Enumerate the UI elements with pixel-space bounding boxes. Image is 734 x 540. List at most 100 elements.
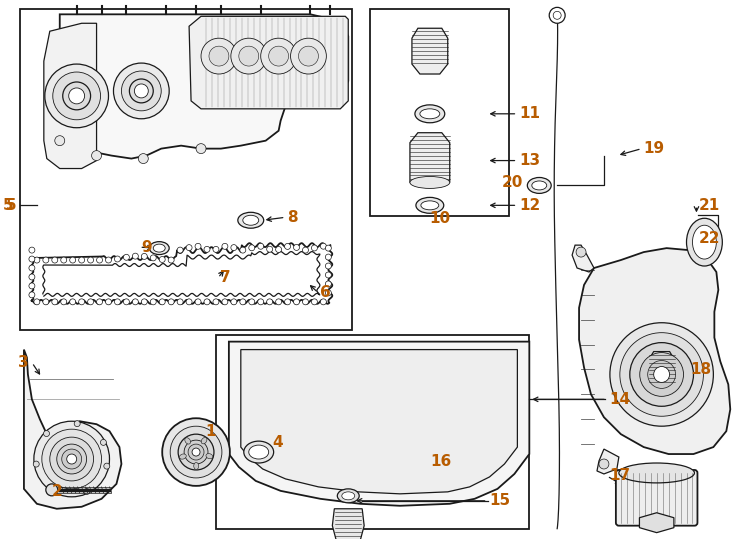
Text: 16: 16 <box>430 454 451 469</box>
Bar <box>370 9 509 217</box>
Circle shape <box>195 244 201 249</box>
Circle shape <box>132 253 138 259</box>
Ellipse shape <box>619 463 694 483</box>
Circle shape <box>321 299 327 305</box>
Circle shape <box>168 257 174 263</box>
Circle shape <box>46 484 58 496</box>
Circle shape <box>261 38 297 74</box>
Ellipse shape <box>416 198 444 213</box>
Circle shape <box>325 290 331 296</box>
Circle shape <box>87 299 93 305</box>
Circle shape <box>134 84 148 98</box>
Circle shape <box>97 257 103 263</box>
Polygon shape <box>50 15 348 159</box>
Circle shape <box>213 246 219 252</box>
Text: 5: 5 <box>2 198 13 213</box>
Text: 22: 22 <box>699 231 720 246</box>
Circle shape <box>647 361 675 388</box>
Text: 11: 11 <box>520 106 540 122</box>
Circle shape <box>276 247 282 253</box>
Text: 7: 7 <box>220 271 230 286</box>
Ellipse shape <box>527 178 551 193</box>
Text: 5: 5 <box>5 198 16 213</box>
Circle shape <box>201 38 237 74</box>
Circle shape <box>74 421 80 427</box>
Circle shape <box>29 292 35 298</box>
Circle shape <box>619 333 703 416</box>
Circle shape <box>168 299 174 305</box>
FancyBboxPatch shape <box>616 470 697 525</box>
Circle shape <box>266 299 272 305</box>
Circle shape <box>654 367 669 382</box>
Circle shape <box>231 245 237 251</box>
Ellipse shape <box>415 105 445 123</box>
Ellipse shape <box>692 225 716 259</box>
Circle shape <box>576 247 586 257</box>
Ellipse shape <box>238 212 264 228</box>
Text: 6: 6 <box>321 285 331 300</box>
Circle shape <box>67 454 76 464</box>
Circle shape <box>43 299 48 305</box>
Ellipse shape <box>206 454 213 459</box>
Circle shape <box>51 488 58 494</box>
Circle shape <box>249 299 255 305</box>
Circle shape <box>69 88 84 104</box>
Circle shape <box>62 449 81 469</box>
Ellipse shape <box>201 437 207 444</box>
Circle shape <box>285 299 291 305</box>
Circle shape <box>34 421 109 497</box>
Ellipse shape <box>342 492 355 500</box>
Circle shape <box>142 253 148 259</box>
Circle shape <box>33 461 39 467</box>
Circle shape <box>79 257 84 263</box>
Circle shape <box>106 257 112 263</box>
Circle shape <box>192 448 200 456</box>
Ellipse shape <box>338 489 359 503</box>
Circle shape <box>302 247 308 253</box>
Circle shape <box>321 243 327 249</box>
Ellipse shape <box>420 109 440 119</box>
Circle shape <box>291 38 327 74</box>
Circle shape <box>103 463 110 469</box>
Circle shape <box>302 299 308 305</box>
Circle shape <box>222 244 228 249</box>
Circle shape <box>52 299 58 305</box>
Circle shape <box>258 244 264 249</box>
Text: 1: 1 <box>205 424 216 438</box>
Circle shape <box>114 63 169 119</box>
Circle shape <box>142 299 148 305</box>
Circle shape <box>42 429 101 489</box>
Ellipse shape <box>185 438 191 444</box>
Circle shape <box>231 38 266 74</box>
Circle shape <box>57 444 87 474</box>
Circle shape <box>150 299 156 305</box>
Circle shape <box>630 342 694 406</box>
Circle shape <box>285 244 291 249</box>
Text: 17: 17 <box>609 468 630 483</box>
Circle shape <box>29 283 35 289</box>
Circle shape <box>299 46 319 66</box>
Ellipse shape <box>249 445 269 459</box>
Circle shape <box>177 247 183 253</box>
Circle shape <box>177 299 183 305</box>
Circle shape <box>553 11 562 19</box>
Circle shape <box>70 299 76 305</box>
Circle shape <box>195 299 201 305</box>
Circle shape <box>162 418 230 486</box>
Circle shape <box>121 71 161 111</box>
Circle shape <box>138 153 148 164</box>
Circle shape <box>34 257 40 263</box>
Text: 8: 8 <box>288 210 298 225</box>
Circle shape <box>79 299 84 305</box>
Ellipse shape <box>149 241 169 254</box>
Polygon shape <box>412 28 448 74</box>
Circle shape <box>549 8 565 23</box>
Text: 15: 15 <box>490 494 511 508</box>
Circle shape <box>29 256 35 262</box>
Circle shape <box>52 257 58 263</box>
Circle shape <box>55 136 65 146</box>
Circle shape <box>87 257 93 263</box>
Circle shape <box>640 353 683 396</box>
Text: 9: 9 <box>142 240 152 255</box>
Text: 2: 2 <box>52 484 62 500</box>
